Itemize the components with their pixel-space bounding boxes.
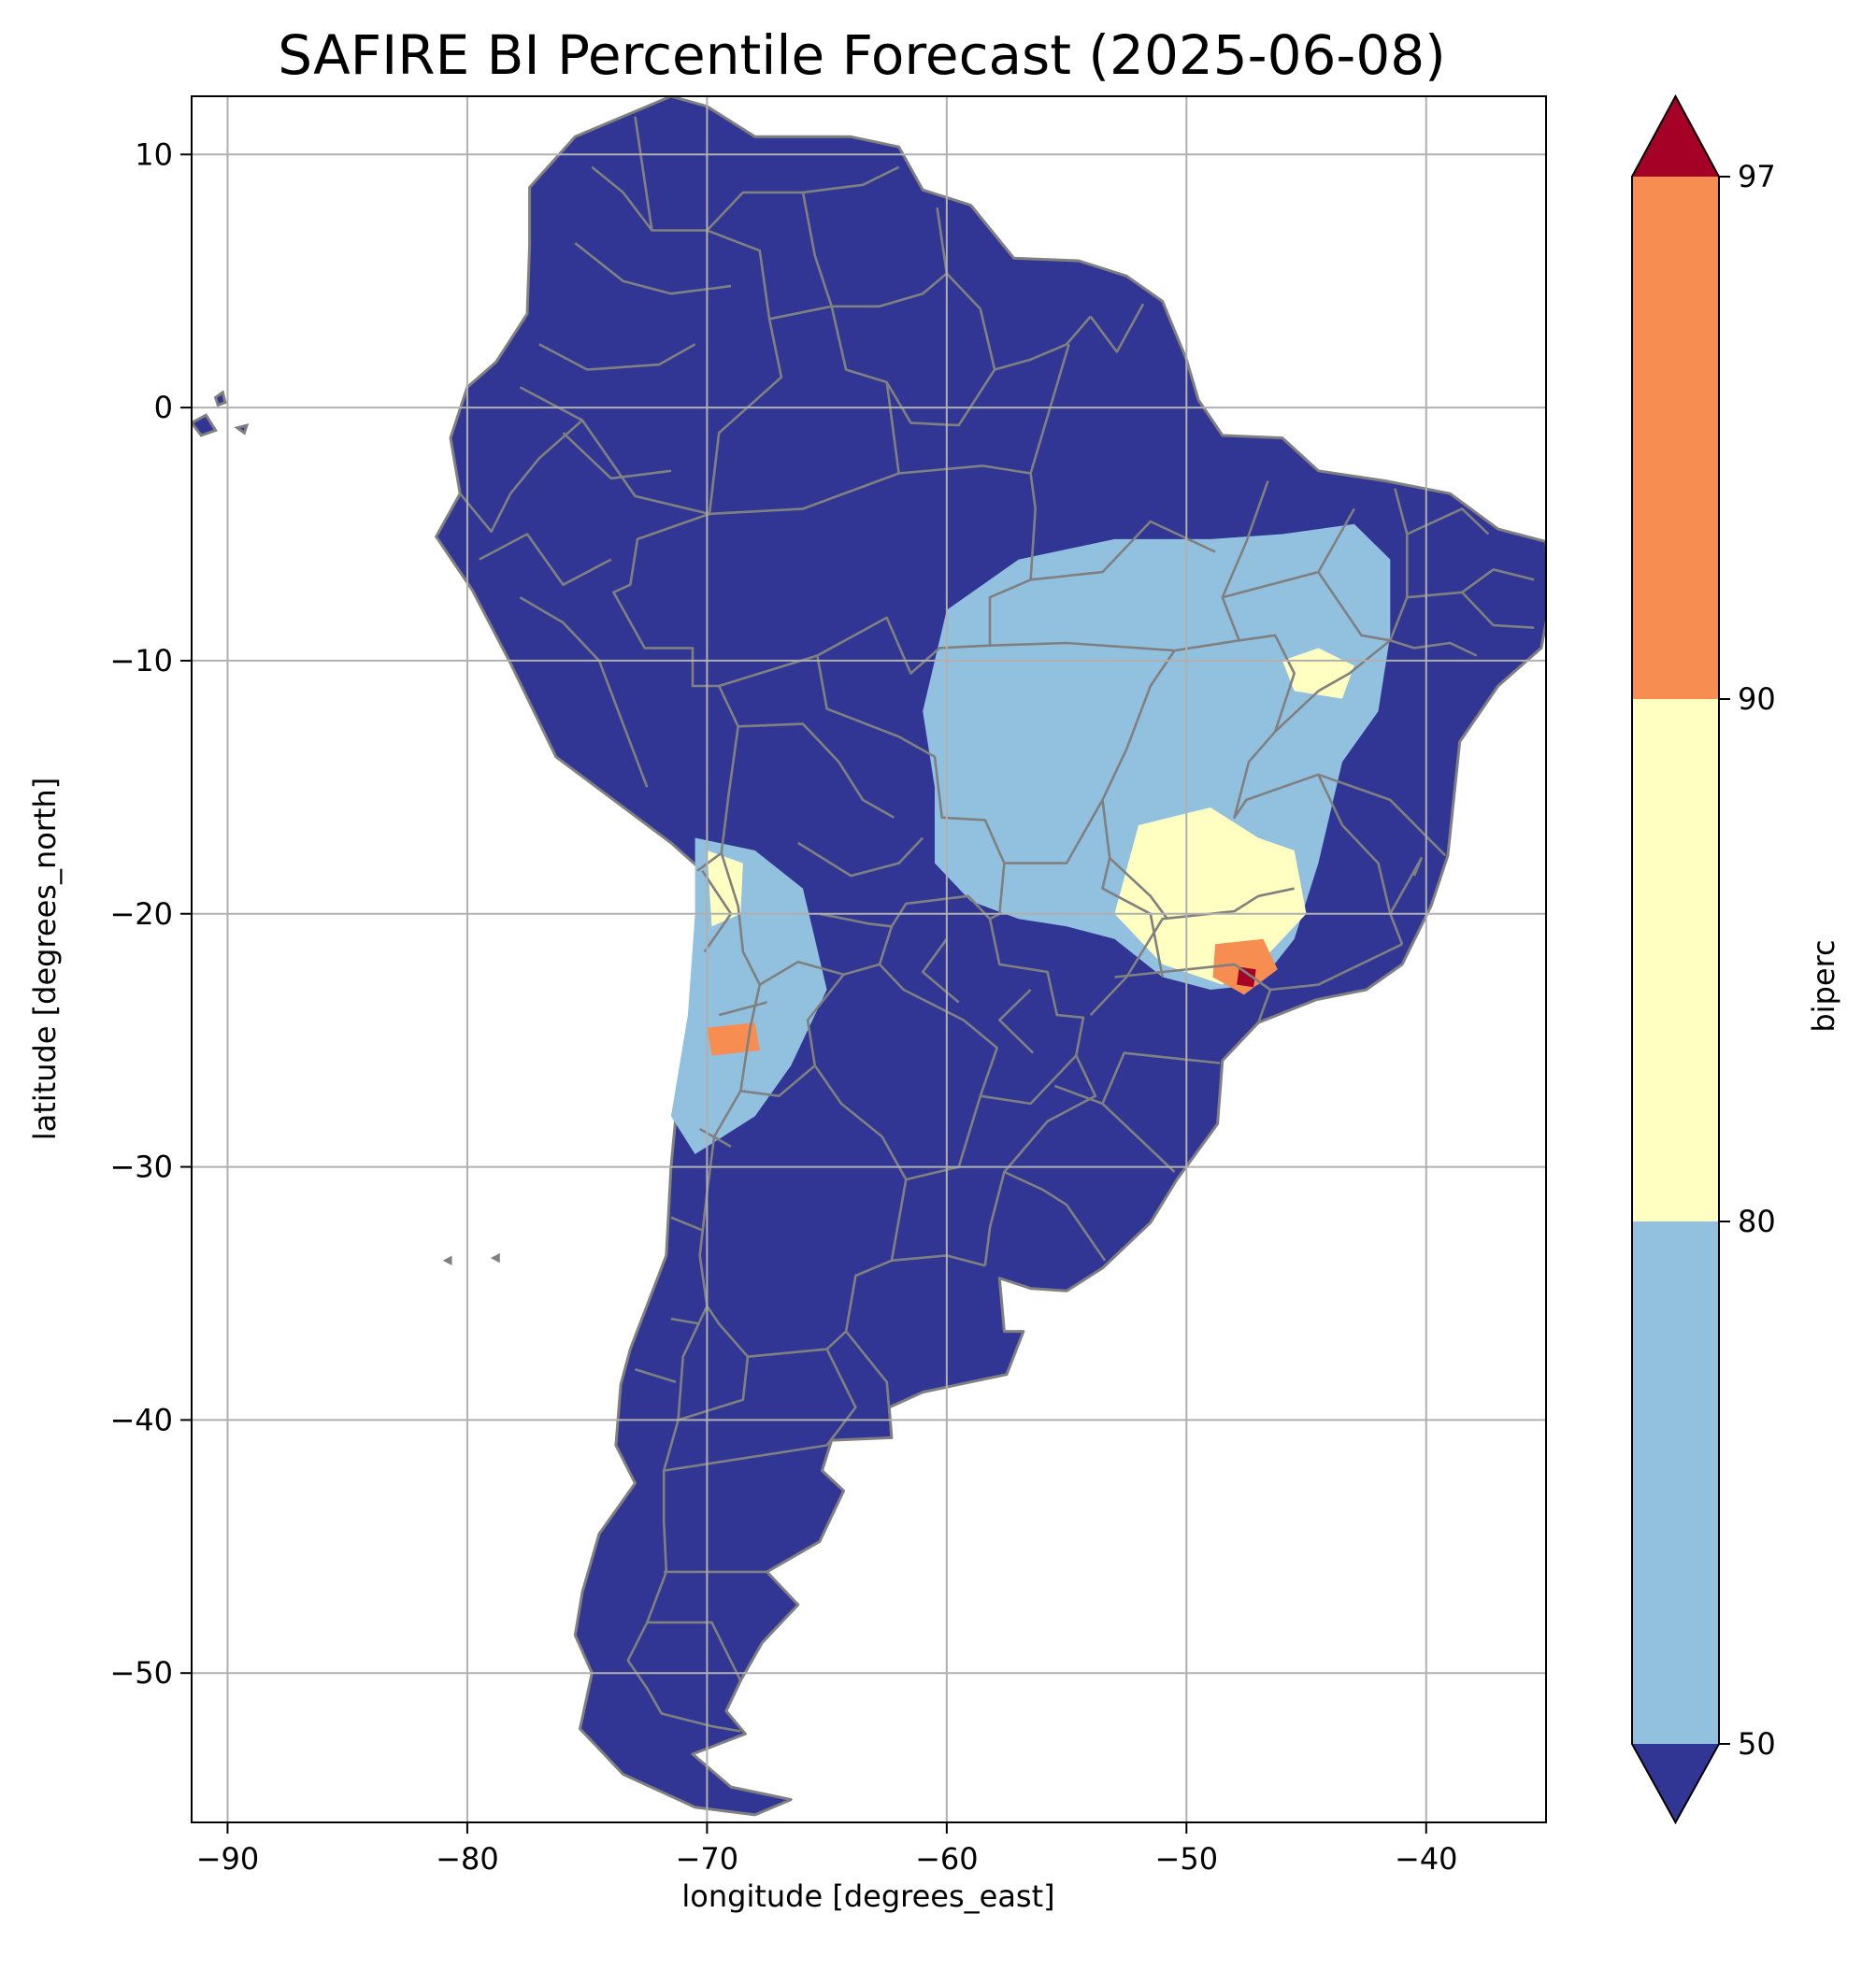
- border-line-49: [801, 192, 833, 307]
- border-line-17: [1389, 856, 1423, 945]
- border-line-3: [1089, 303, 1145, 353]
- border-line-43: [479, 533, 612, 587]
- border-line-8: [879, 918, 1085, 1106]
- map-frame: [191, 95, 1547, 1823]
- border-line-16: [1256, 989, 1272, 1023]
- colorbar-extend-low: [1632, 1744, 1719, 1822]
- colorbar: 50 80 90 97: [1631, 93, 1776, 1825]
- border-line-55: [635, 1367, 677, 1384]
- colorbar-tick-label: 97: [1738, 159, 1776, 194]
- island-0: [192, 413, 218, 437]
- border-line-45: [538, 343, 696, 371]
- border-line-57: [797, 836, 924, 878]
- border-line-12: [1101, 1051, 1221, 1173]
- x-tick-label: −40: [1395, 1841, 1458, 1877]
- border-line-52: [699, 1127, 732, 1149]
- region-sp-97: [1212, 938, 1278, 995]
- x-tick-label: −60: [915, 1841, 979, 1877]
- border-line-34: [706, 1064, 908, 1358]
- border-line-46: [574, 242, 732, 295]
- colorbar-tick-label: 80: [1738, 1204, 1776, 1239]
- border-line-27: [1101, 857, 1164, 978]
- border-line-31: [830, 306, 900, 474]
- border-line-2: [945, 272, 1092, 371]
- border-line-41: [647, 1621, 742, 1681]
- y-tick-label: −50: [109, 1655, 173, 1691]
- y-axis-label: latitude [degrees_north]: [27, 778, 63, 1141]
- border-line-58: [819, 912, 893, 928]
- island-1: [213, 390, 227, 407]
- y-tick-label: −30: [109, 1150, 173, 1185]
- border-line-30: [1030, 520, 1216, 581]
- border-line-9: [983, 1054, 1097, 1266]
- island-4: [490, 1252, 500, 1264]
- border-line-29: [1029, 344, 1070, 474]
- colorbar-tick-label: 90: [1738, 681, 1776, 717]
- border-line-18: [1221, 480, 1447, 857]
- border-line-11: [626, 984, 762, 1733]
- chart-title: SAFIRE BI Percentile Forecast (2025-06-0…: [278, 23, 1446, 87]
- region-chile-90: [707, 850, 743, 927]
- border-line-44: [562, 432, 672, 480]
- colorbar-segment: [1632, 699, 1719, 1221]
- x-axis-label: longitude [degrees_east]: [681, 1878, 1054, 1914]
- region-sp-extreme: [1237, 966, 1256, 988]
- border-line-24: [1101, 639, 1239, 920]
- continent-south-america: [435, 96, 1546, 1817]
- y-tick-label: −40: [109, 1402, 173, 1437]
- y-tick-label: −10: [109, 643, 173, 678]
- border-line-20: [1389, 488, 1409, 641]
- gridlines: [192, 96, 1546, 1822]
- border-line-38: [678, 1356, 750, 1421]
- colorbar-label: biperc: [1806, 939, 1841, 1032]
- border-line-32: [885, 368, 996, 427]
- border-line-0: [519, 116, 783, 516]
- region-andes-80: [670, 837, 827, 1154]
- land-layer: [192, 96, 1546, 1817]
- country-borders: [459, 116, 1535, 1733]
- map-area: [192, 96, 1546, 1822]
- border-line-22: [1461, 591, 1535, 629]
- border-line-5: [612, 512, 740, 872]
- border-line-47: [591, 165, 653, 232]
- x-tick-label: −70: [676, 1841, 739, 1877]
- border-line-25: [816, 616, 1175, 675]
- border-line-4: [459, 419, 583, 534]
- border-line-51: [718, 1001, 767, 1017]
- border-line-54: [670, 1317, 700, 1325]
- colorbar-tick-label: 50: [1738, 1726, 1776, 1762]
- border-line-14: [1089, 887, 1295, 1016]
- border-line-10: [1003, 1170, 1107, 1262]
- x-tick-label: −80: [436, 1841, 499, 1877]
- border-line-61: [1317, 774, 1392, 915]
- border-line-53: [670, 1216, 703, 1232]
- border-line-1: [768, 207, 949, 321]
- border-line-63: [1317, 571, 1391, 642]
- border-line-56: [738, 722, 895, 819]
- island-2: [234, 422, 250, 436]
- border-line-39: [664, 1349, 857, 1472]
- colorbar-segment: [1632, 1221, 1719, 1744]
- y-tick-label: −20: [109, 896, 173, 932]
- border-line-13: [1053, 1084, 1103, 1106]
- y-tick-label: 10: [135, 136, 173, 172]
- x-tick-label: −50: [1155, 1841, 1219, 1877]
- border-line-6: [718, 654, 1006, 921]
- island-3: [442, 1255, 452, 1265]
- border-line-21: [1407, 568, 1535, 599]
- y-tick-label: 0: [154, 390, 173, 425]
- border-line-26: [1004, 799, 1104, 864]
- colorbar-segment: [1632, 177, 1719, 699]
- y-axis-ticks: 10 0 −10 −20 −30 −40 −50: [109, 136, 192, 1691]
- x-tick-label: −90: [196, 1841, 260, 1877]
- region-andes-97: [707, 1022, 760, 1056]
- x-axis-ticks: −90 −80 −70 −60 −50 −40: [196, 1822, 1458, 1877]
- colorbar-extend-high: [1632, 96, 1719, 177]
- border-line-60: [998, 989, 1035, 1054]
